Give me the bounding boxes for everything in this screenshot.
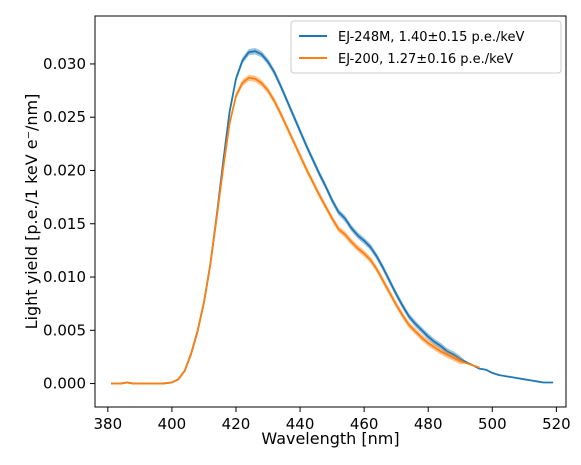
y-tick-label: 0.025 (43, 108, 86, 126)
x-tick-label: 520 (542, 415, 571, 433)
x-tick-label: 380 (93, 415, 122, 433)
legend: EJ-248M, 1.40±0.15 p.e./keV EJ-200, 1.27±… (290, 20, 562, 74)
y-tick-label: 0.010 (43, 268, 86, 286)
series-line-1 (111, 76, 480, 385)
y-tick-label: 0.030 (43, 55, 86, 73)
y-axis: 0.000 0.005 0.010 0.015 0.020 0.025 0.030 (43, 55, 95, 393)
x-axis: 380 400 420 440 460 480 500 520 (93, 407, 571, 433)
y-tick-label: 0.005 (43, 321, 86, 339)
y-tick-label: 0.000 (43, 375, 86, 393)
y-tick-label: 0.020 (43, 161, 86, 179)
series-layer (111, 47, 554, 385)
x-axis-label: Wavelength [nm] (261, 429, 399, 448)
x-tick-label: 480 (414, 415, 443, 433)
x-tick-label: 500 (478, 415, 507, 433)
plot-frame (94, 15, 567, 408)
x-tick-label: 420 (222, 415, 251, 433)
x-tick-label: 400 (158, 415, 187, 433)
x-tick-label: 440 (286, 415, 315, 433)
y-tick-label: 0.015 (43, 215, 86, 233)
x-tick-label: 460 (350, 415, 379, 433)
legend-label-0: EJ-248M, 1.40±0.15 p.e./keV (338, 30, 524, 45)
y-axis-label: Light yield [p.e./1 keV e⁻/nm] (22, 94, 41, 330)
legend-box (290, 20, 562, 74)
legend-label-1: EJ-200, 1.27±0.16 p.e./keV (338, 52, 513, 67)
